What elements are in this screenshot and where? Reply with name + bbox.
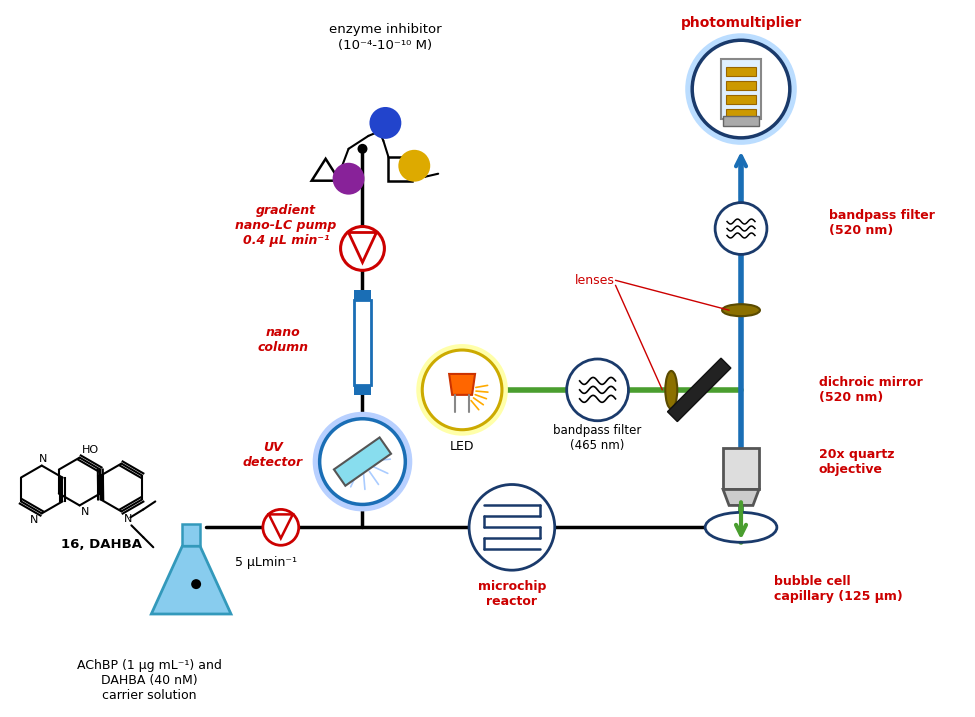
Text: nano
column: nano column bbox=[257, 326, 308, 354]
Text: photomultiplier: photomultiplier bbox=[681, 16, 801, 30]
Bar bbox=[726, 81, 756, 90]
Text: UV
detector: UV detector bbox=[243, 441, 303, 469]
Circle shape bbox=[332, 163, 365, 194]
Text: gradient
nano-LC pump
0.4 μL min⁻¹: gradient nano-LC pump 0.4 μL min⁻¹ bbox=[235, 204, 336, 247]
Bar bbox=[726, 109, 756, 118]
Polygon shape bbox=[723, 490, 759, 505]
Text: N: N bbox=[30, 516, 39, 526]
Circle shape bbox=[416, 344, 508, 436]
Ellipse shape bbox=[665, 371, 678, 409]
Text: 5 μLmin⁻¹: 5 μLmin⁻¹ bbox=[235, 556, 296, 569]
Circle shape bbox=[340, 227, 384, 270]
Text: N: N bbox=[39, 454, 47, 464]
Polygon shape bbox=[151, 546, 231, 614]
Bar bbox=[354, 290, 371, 300]
Text: lenses: lenses bbox=[574, 274, 614, 287]
Polygon shape bbox=[333, 437, 391, 485]
Bar bbox=[182, 524, 200, 546]
Text: N: N bbox=[81, 508, 89, 518]
Circle shape bbox=[320, 419, 406, 505]
Bar bbox=[354, 300, 371, 385]
Circle shape bbox=[358, 144, 368, 153]
Text: dichroic mirror
(520 nm): dichroic mirror (520 nm) bbox=[819, 376, 922, 404]
Ellipse shape bbox=[722, 304, 760, 316]
Ellipse shape bbox=[705, 513, 777, 542]
Bar bbox=[722, 60, 760, 119]
Circle shape bbox=[313, 412, 412, 511]
Text: bandpass filter
(465 nm): bandpass filter (465 nm) bbox=[554, 424, 642, 452]
Circle shape bbox=[469, 485, 555, 570]
Circle shape bbox=[422, 350, 502, 429]
Circle shape bbox=[263, 509, 298, 545]
Text: N: N bbox=[124, 514, 132, 524]
Text: AChBP (1 μg mL⁻¹) and
DAHBA (40 nM)
carrier solution: AChBP (1 μg mL⁻¹) and DAHBA (40 nM) carr… bbox=[77, 659, 221, 702]
Text: bandpass filter
(520 nm): bandpass filter (520 nm) bbox=[829, 209, 935, 237]
Circle shape bbox=[399, 150, 430, 181]
Text: 20x quartz
objective: 20x quartz objective bbox=[819, 447, 894, 475]
Bar bbox=[726, 67, 756, 76]
Circle shape bbox=[692, 40, 790, 138]
Circle shape bbox=[685, 33, 797, 145]
Circle shape bbox=[191, 579, 201, 589]
Polygon shape bbox=[668, 358, 731, 422]
Text: HO: HO bbox=[82, 445, 98, 455]
Circle shape bbox=[715, 203, 767, 255]
Text: enzyme inhibitor: enzyme inhibitor bbox=[330, 24, 442, 37]
Bar bbox=[354, 385, 371, 395]
Bar bbox=[723, 447, 759, 490]
Polygon shape bbox=[449, 374, 475, 395]
Text: (10⁻⁴-10⁻¹⁰ M): (10⁻⁴-10⁻¹⁰ M) bbox=[338, 39, 433, 52]
Text: microchip
reactor: microchip reactor bbox=[478, 580, 546, 608]
Text: LED: LED bbox=[449, 440, 475, 453]
Bar bbox=[726, 95, 756, 104]
Text: bubble cell
capillary (125 μm): bubble cell capillary (125 μm) bbox=[774, 575, 903, 603]
Bar bbox=[723, 116, 759, 126]
Circle shape bbox=[566, 359, 629, 421]
Text: 16, DAHBA: 16, DAHBA bbox=[61, 538, 142, 551]
Circle shape bbox=[370, 107, 402, 139]
